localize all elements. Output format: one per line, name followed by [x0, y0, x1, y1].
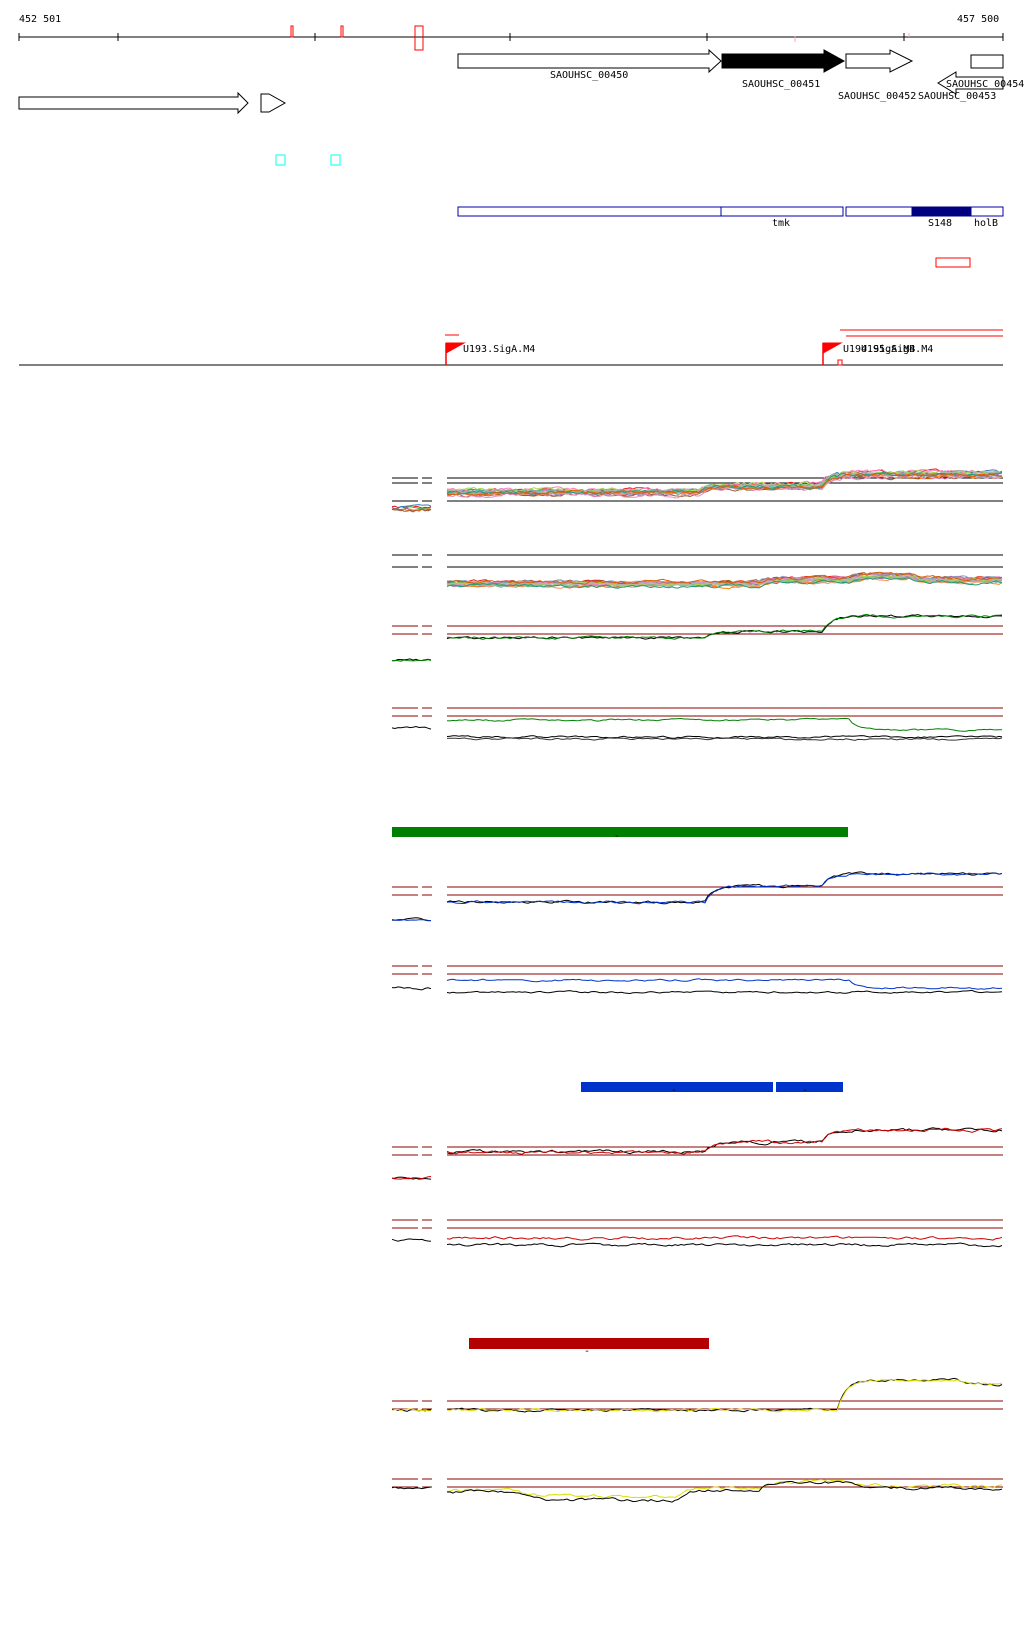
- gene-label-SAOUHSC_00450[interactable]: SAOUHSC_00450: [550, 70, 629, 81]
- promoter-small-box: [837, 359, 843, 366]
- panel-h-profile-black: [446, 1242, 1003, 1248]
- tss-marker-1[interactable]: [275, 154, 286, 166]
- gene-label-SAOUHSC_00451[interactable]: SAOUHSC_00451: [742, 79, 821, 90]
- panel-e-profile-1: [446, 872, 1003, 905]
- gene-arrow-SAOUHSC_00452[interactable]: [845, 49, 914, 73]
- panel-a-left-profile-4: [391, 508, 432, 512]
- promoter-label-U195[interactable]: U195.SigB.M4: [861, 344, 934, 355]
- panel-d-left-profile: [391, 725, 432, 730]
- operon-box-tmk[interactable]: [720, 206, 844, 217]
- panel-a-profile-14: [446, 471, 1003, 496]
- panel-a-left-profile-1: [391, 504, 432, 510]
- panel-j-profile-yellow: [447, 1479, 1003, 1499]
- condition-bar-blue-1[interactable]: [581, 1082, 773, 1092]
- panel-a-profile-12: [446, 470, 1003, 494]
- promoter-U193-flag[interactable]: [445, 342, 466, 354]
- gene-label-SAOUHSC_00454[interactable]: SAOUHSC_00454: [946, 79, 1024, 90]
- condition-bar-red[interactable]: [469, 1338, 709, 1349]
- gene-arrow-upstream[interactable]: [18, 91, 249, 115]
- gene-label-SAOUHSC_00453[interactable]: SAOUHSC_00453: [918, 91, 997, 102]
- panel-h-left-profile: [391, 1238, 432, 1242]
- end-coordinate-label: 457 500: [957, 14, 1000, 25]
- panel-e-profile-0: [446, 871, 1003, 905]
- tss-marker-2[interactable]: [330, 154, 341, 166]
- start-coordinate-label: 452 501: [19, 14, 62, 25]
- panel-c-profile-0: [446, 614, 1003, 640]
- operon-label-tmk[interactable]: tmk: [772, 218, 791, 229]
- promoter-label-U194[interactable]: U194.SigA.M4: [843, 344, 916, 355]
- panel-c-left-profile-1: [391, 659, 432, 662]
- condition-bar-blue-2[interactable]: [776, 1082, 843, 1092]
- panel-f-left-profile: [391, 986, 432, 991]
- panel-i-profile-0: [446, 1377, 1003, 1413]
- panel-h-profile-red: [446, 1235, 1003, 1241]
- gene-arrow-upstream-small[interactable]: [260, 93, 287, 113]
- condition-bar-label-green: -: [614, 831, 621, 842]
- panel-j-left-profile: [391, 1486, 432, 1490]
- panel-d-profile-green: [446, 717, 1002, 732]
- gene-label-SAOUHSC_00452[interactable]: SAOUHSC_00452: [838, 91, 917, 102]
- panel-i-profile-1: [446, 1378, 1003, 1413]
- terminator-marker-2[interactable]: [340, 25, 344, 38]
- gene-arrow-SAOUHSC_00453[interactable]: [937, 71, 1004, 95]
- regulatory-site-box[interactable]: [935, 257, 971, 268]
- panel-c-profile-1: [446, 613, 1003, 640]
- panel-e-left-profile-1: [391, 919, 432, 922]
- condition-bar-green[interactable]: [392, 827, 848, 837]
- panel-f-profile-black: [446, 989, 1003, 995]
- operon-label-S148[interactable]: S148: [928, 218, 953, 229]
- condition-bar-label-blue-1: -: [671, 1085, 678, 1096]
- promoter-label-U193[interactable]: U193.SigA.M4: [463, 344, 536, 355]
- panel-d-profile-black-2: [446, 737, 1003, 741]
- panel-b-profile-15: [446, 571, 1003, 585]
- gene-arrow-SAOUHSC_00454[interactable]: [970, 54, 1004, 69]
- condition-bar-label-blue-2: -: [802, 1085, 809, 1096]
- operon-box-S148[interactable]: [911, 206, 972, 217]
- panel-g-left-profile-1: [391, 1176, 432, 1180]
- panel-a-profile-15: [446, 472, 1003, 496]
- panel-b-profile-14: [446, 576, 1003, 589]
- panel-a-left-profile-5: [391, 508, 432, 513]
- promoter-U194-flag[interactable]: [822, 342, 843, 354]
- gene-arrow-SAOUHSC_00450[interactable]: [457, 48, 722, 74]
- panel-g-profile-1: [446, 1127, 1003, 1155]
- terminator-marker-3[interactable]: [414, 25, 424, 51]
- panel-g-profile-0: [446, 1127, 1003, 1155]
- panel-j-profile-black: [446, 1480, 1003, 1503]
- terminator-marker-1[interactable]: [290, 25, 294, 38]
- panel-b-profile-13: [446, 575, 1003, 588]
- gene-arrow-SAOUHSC_00451[interactable]: [721, 49, 846, 73]
- condition-bar-label-red: -: [584, 1346, 591, 1357]
- operon-label-holB[interactable]: holB: [974, 218, 999, 229]
- operon-box-1[interactable]: [457, 206, 722, 217]
- panel-i-left-profile-1: [391, 1408, 432, 1412]
- panel-f-profile-blue: [446, 978, 1003, 990]
